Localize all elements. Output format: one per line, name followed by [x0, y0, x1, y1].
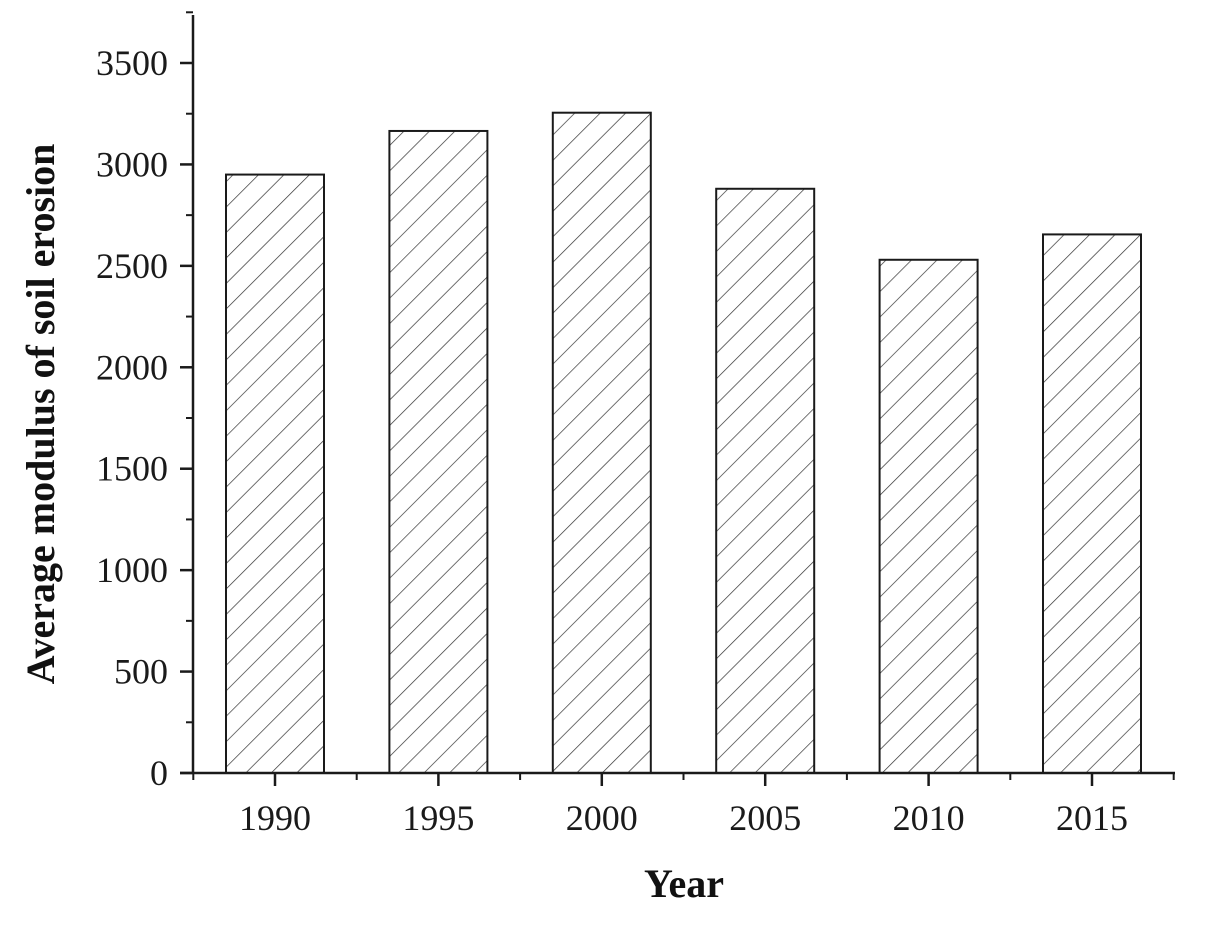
x-tick-label: 2000	[566, 798, 638, 838]
x-tick-label: 1990	[239, 798, 311, 838]
bar-2015	[1042, 233, 1142, 774]
y-tick-label: 3500	[96, 43, 168, 83]
bar-2010	[878, 258, 979, 774]
tick-labels: 0 500 1000 1500 2000 2500 3000 3500 1990 1995 2000…	[96, 43, 1128, 838]
axes	[180, 11, 1175, 786]
x-tick-label: 2005	[729, 798, 801, 838]
bar-1990	[225, 173, 325, 775]
y-tick-label: 2000	[96, 347, 168, 387]
y-tick-label: 3000	[96, 144, 168, 184]
bar-2005	[715, 187, 816, 774]
y-tick-label: 500	[114, 652, 168, 692]
y-axis-title: Average modulus of soil erosion	[18, 144, 63, 685]
bar-2000	[551, 111, 652, 774]
y-tick-label: 2500	[96, 246, 168, 286]
y-tick-label: 0	[150, 753, 168, 793]
x-tick-label: 1995	[402, 798, 474, 838]
x-tick-label: 2010	[893, 798, 965, 838]
x-axis-title: Year	[644, 861, 724, 906]
bar-1995	[388, 129, 489, 774]
bars	[225, 111, 1142, 775]
y-tick-label: 1500	[96, 449, 168, 489]
y-tick-label: 1000	[96, 550, 168, 590]
x-tick-label: 2015	[1056, 798, 1128, 838]
